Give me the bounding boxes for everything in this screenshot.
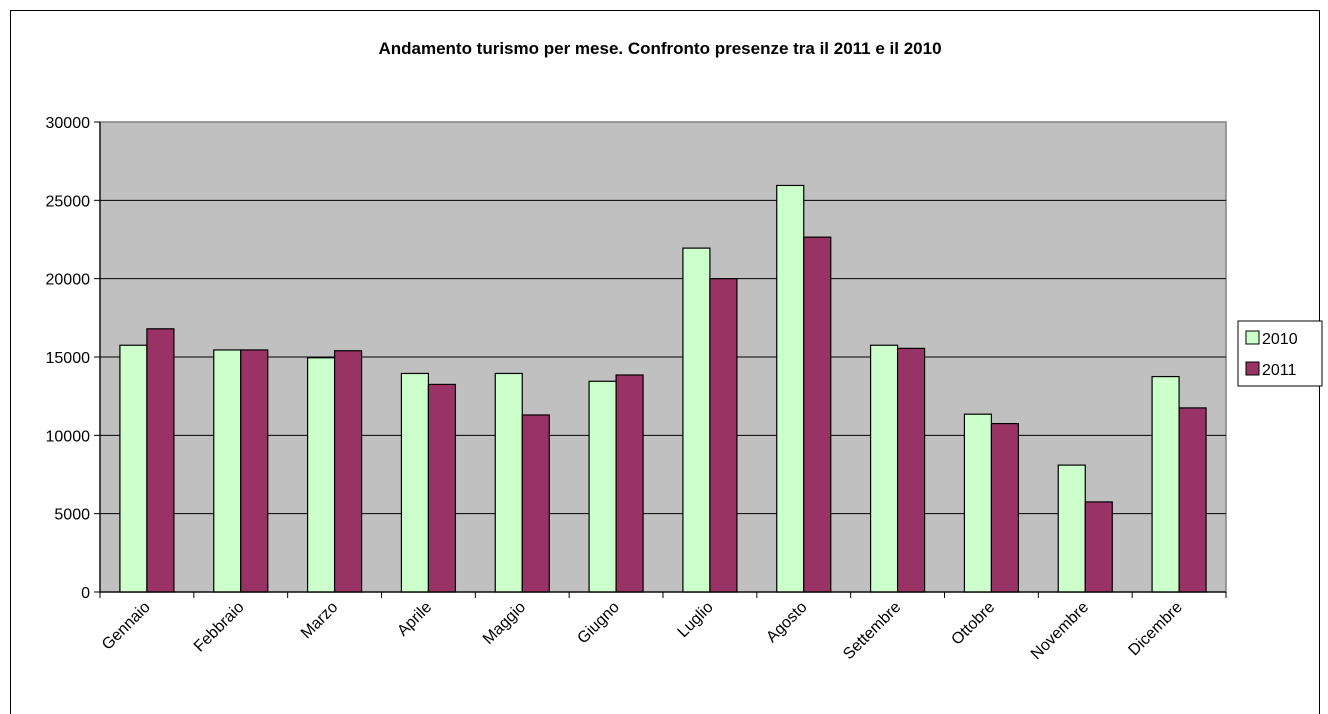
- legend-swatch-2011: [1245, 361, 1260, 376]
- bar-2011-aprile: [427, 383, 457, 593]
- x-tick-label: Febbraio: [191, 599, 248, 656]
- y-tick-label: 10000: [46, 428, 91, 445]
- x-tick-label: Agosto: [763, 599, 810, 646]
- bar-2010-luglio: [682, 247, 711, 593]
- bar-2011-settembre: [896, 347, 926, 593]
- bar-2011-marzo: [333, 350, 363, 593]
- x-axis-ticks: Gennaio Febbraio Marzo Aprile Maggio Giugno Lu…: [99, 592, 1227, 663]
- x-tick-label: Ottobre: [948, 599, 998, 649]
- bar-2011-giugno: [615, 374, 644, 593]
- x-tick-label: Maggio: [480, 599, 529, 648]
- legend-swatch-2010: [1245, 330, 1260, 345]
- x-tick-label: Giugno: [574, 599, 623, 648]
- bar-2010-maggio: [494, 372, 523, 593]
- bar-2011-gennaio: [146, 328, 175, 593]
- bar-2010-febbraio: [213, 349, 242, 593]
- bar-2010-ottobre: [963, 413, 993, 593]
- bar-2010-settembre: [869, 344, 899, 593]
- bar-2011-febbraio: [240, 349, 269, 593]
- legend-label-2010: 2010: [1262, 331, 1298, 348]
- bar-2010-agosto: [776, 184, 805, 593]
- bars: [119, 184, 1207, 593]
- x-tick-label: Dicembre: [1125, 599, 1186, 660]
- x-tick-label: Settembre: [840, 599, 904, 663]
- y-tick-label: 5000: [54, 507, 90, 524]
- x-tick-label: Gennaio: [99, 599, 154, 654]
- x-tick-label: Aprile: [394, 599, 435, 640]
- y-tick-label: 15000: [46, 350, 91, 367]
- bar-2011-dicembre: [1178, 407, 1207, 593]
- y-axis-ticks: 0 5000 10000 15000 20000 25000 30000: [46, 115, 100, 602]
- bar-2010-marzo: [306, 357, 336, 593]
- bar-2011-luglio: [709, 278, 738, 593]
- legend: 2010 2011: [1237, 320, 1323, 387]
- bar-2010-dicembre: [1151, 375, 1180, 593]
- x-tick-label: Novembre: [1028, 599, 1092, 663]
- bar-2011-ottobre: [990, 422, 1020, 593]
- bar-2010-aprile: [400, 372, 430, 593]
- x-tick-label: Luglio: [675, 599, 717, 641]
- gridlines: [100, 199, 1226, 515]
- y-tick-label: 0: [81, 585, 90, 602]
- y-tick-label: 25000: [46, 193, 91, 210]
- chart-title: Andamento turismo per mese. Confronto pr…: [378, 39, 941, 58]
- bar-2010-novembre: [1057, 464, 1086, 593]
- bar-2011-maggio: [521, 414, 550, 593]
- legend-label-2011: 2011: [1262, 362, 1297, 379]
- y-tick-label: 20000: [46, 272, 91, 289]
- y-tick-label: 30000: [46, 115, 91, 132]
- bar-2011-agosto: [803, 236, 832, 593]
- bar-2010-giugno: [588, 380, 617, 593]
- x-tick-label: Marzo: [298, 599, 342, 643]
- bar-2010-gennaio: [119, 344, 148, 593]
- bar-2011-novembre: [1084, 501, 1113, 593]
